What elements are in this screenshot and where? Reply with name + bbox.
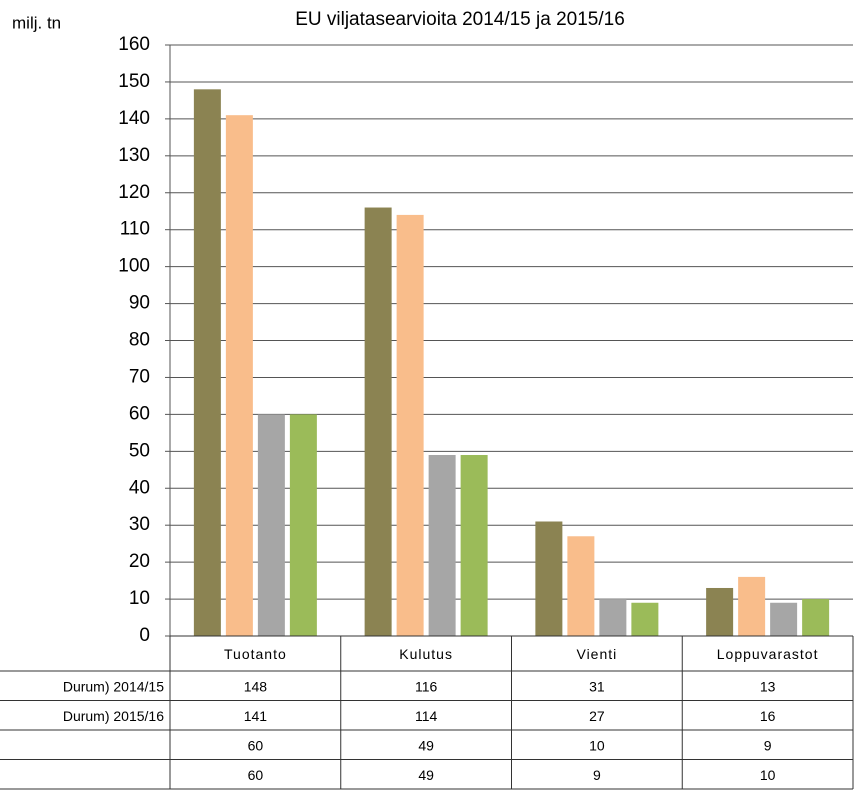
y-tick-label: 40 [129, 477, 150, 498]
bar [738, 576, 766, 636]
y-tick-label: 140 [118, 108, 150, 129]
bar [802, 599, 830, 636]
x-tick-label: Tuotanto [224, 646, 287, 662]
y-tick-label: 110 [120, 219, 150, 240]
table-value: 27 [589, 708, 605, 724]
table-value: 60 [248, 737, 264, 753]
y-tick-label: 100 [118, 256, 150, 277]
y-tick-label: 160 [118, 34, 150, 55]
table-value: 116 [415, 678, 438, 694]
legend-label: Durum) 2014/15 [63, 678, 164, 694]
bar [225, 115, 253, 636]
table-value: 49 [418, 767, 434, 783]
table-value: 9 [764, 737, 772, 753]
y-tick-label: 80 [129, 330, 150, 351]
bar [460, 455, 488, 636]
bar [770, 602, 798, 636]
table-value: 60 [248, 767, 264, 783]
bar [428, 455, 456, 636]
table-value: 9 [593, 767, 601, 783]
y-tick-label: 10 [129, 588, 150, 609]
table-value: 10 [589, 737, 605, 753]
y-tick-label: 60 [129, 403, 150, 424]
table-value: 16 [760, 708, 776, 724]
bar [631, 602, 659, 636]
table-value: 13 [760, 678, 776, 694]
x-tick-label: Loppuvarastot [717, 646, 819, 662]
bar [193, 89, 221, 636]
bar [599, 599, 627, 636]
table-value: 148 [244, 678, 268, 694]
y-tick-label: 0 [139, 625, 150, 646]
bar [289, 414, 317, 636]
table-value: 141 [244, 708, 268, 724]
y-tick-label: 150 [118, 71, 150, 92]
legend-label: Durum) 2015/16 [63, 708, 164, 724]
chart-title: EU viljatasearvioita 2014/15 ja 2015/16 [295, 9, 625, 30]
y-axis-label: milj. tn [12, 13, 61, 32]
bar [257, 414, 285, 636]
y-tick-label: 120 [118, 182, 150, 203]
bar [364, 207, 392, 636]
table-value: 49 [418, 737, 434, 753]
bar [706, 587, 734, 636]
x-tick-label: Vienti [576, 646, 617, 662]
y-tick-label: 130 [118, 145, 150, 166]
x-tick-label: Kulutus [399, 646, 453, 662]
y-tick-label: 90 [129, 293, 150, 314]
table-value: 114 [415, 708, 438, 724]
y-tick-label: 50 [129, 440, 150, 461]
table-value: 31 [589, 678, 605, 694]
table-value: 10 [760, 767, 776, 783]
y-tick-label: 30 [129, 514, 150, 535]
y-tick-label: 20 [129, 551, 150, 572]
bar [535, 521, 563, 636]
y-tick-label: 70 [129, 366, 150, 387]
bar [567, 536, 595, 636]
bar [396, 214, 424, 636]
